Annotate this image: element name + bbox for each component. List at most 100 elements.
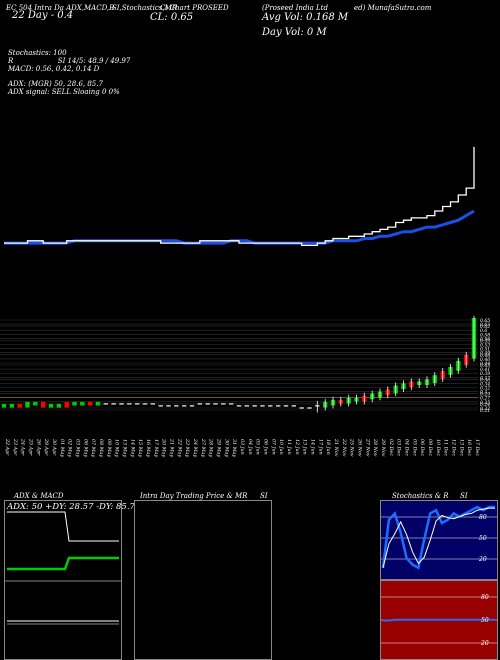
date-label: 09 May <box>106 439 112 457</box>
date-label: 28 Nov <box>372 438 378 457</box>
price-axis-label: 0.25 <box>480 400 490 406</box>
date-label: 27 Nov <box>364 438 370 457</box>
date-label: 23 May <box>184 438 190 457</box>
date-label: 22 Nov <box>341 438 347 457</box>
header-right-tail: ed) MunafaSutra.com <box>354 4 432 12</box>
candle <box>166 405 171 407</box>
date-label: 04 Dec <box>404 439 410 456</box>
date-label: 26 Apr <box>35 438 41 456</box>
date-label: 25 Apr <box>28 438 34 456</box>
date-label: 28 May <box>208 438 214 457</box>
candle <box>236 405 242 407</box>
candle <box>80 401 85 406</box>
price-axis-label: 0.37 <box>480 375 490 381</box>
candle <box>291 405 296 407</box>
price-axis-label: 0.65 <box>480 318 490 324</box>
candle <box>95 401 101 406</box>
date-label: 17 Jun <box>317 439 323 455</box>
candle <box>213 403 218 405</box>
price-axis-label: 0.49 <box>480 351 490 357</box>
date-label: 11 Dec <box>443 439 449 456</box>
date-label: 03 May <box>75 439 81 457</box>
price-ma-chart <box>4 146 475 247</box>
candle <box>150 403 155 405</box>
price-axis-label: 0.29 <box>480 392 490 398</box>
date-label: 20 May <box>161 438 167 457</box>
candle <box>276 405 281 407</box>
price-axis-label: 0.48 <box>480 353 490 359</box>
candle <box>135 403 140 405</box>
date-label: 13 May <box>122 439 128 457</box>
rsi-readout: R SI 14/5: 48.9 / 49.97 <box>8 57 131 65</box>
candle <box>174 405 179 407</box>
date-label: 02 Dec <box>388 439 394 456</box>
header-date-line: 22 Day - 0.4 <box>12 10 74 21</box>
stoch-panel-si: SI <box>460 492 468 500</box>
date-label: 07 May <box>90 439 96 457</box>
date-label: 25 Nov <box>349 438 355 457</box>
date-label: 24 Apr <box>20 438 26 456</box>
header-avg-vol: Avg Vol: 0.168 M <box>262 12 349 23</box>
candle-chart: 0.650.630.620.60.580.560.550.530.510.490… <box>0 316 490 414</box>
stochastics-readout: Stochastics: 100 <box>8 49 67 57</box>
date-label: 16 Dec <box>466 439 472 456</box>
date-label: 06 May <box>82 439 88 457</box>
date-label: 29 May <box>216 438 222 457</box>
price-axis-label: 0.39 <box>480 371 490 377</box>
header-left-mid: SI,Stochastics,MR <box>112 4 178 12</box>
date-label: 24 May <box>192 438 198 457</box>
price-axis-label: 0.24 <box>480 402 490 408</box>
date-label: 01 May <box>59 439 65 457</box>
stoch-d-line <box>382 507 495 568</box>
stochastics-panel: 80 50 20 <box>380 500 498 580</box>
price-axis-label: 0.62 <box>480 324 490 330</box>
price-axis-label: 0.63 <box>480 322 490 328</box>
grid-lines <box>0 319 478 411</box>
date-label: 03 Jun <box>239 439 245 455</box>
candle <box>1 403 7 408</box>
candle <box>142 403 148 405</box>
candles <box>1 316 477 413</box>
candle <box>25 401 30 408</box>
price-axis-label: 0.51 <box>480 347 490 353</box>
date-label: 27 May <box>200 438 206 457</box>
price-axis-label: 0.41 <box>480 367 490 373</box>
adx-green-line <box>7 556 119 571</box>
candle <box>283 405 289 407</box>
date-label: 06 Jun <box>263 439 269 455</box>
date-label: 16 May <box>145 439 151 457</box>
price-axis-label: 0.3 <box>480 390 487 396</box>
date-label: 08 May <box>98 439 104 457</box>
date-label: 30 May <box>223 439 229 457</box>
price-axis-label: 0.36 <box>480 377 490 383</box>
candle <box>197 403 202 405</box>
adx-panel-title: ADX & MACD <box>14 492 64 500</box>
date-label: 14 Jun <box>310 439 316 455</box>
date-label: 29 Apr <box>43 438 49 456</box>
rsi-label-50: 50 <box>481 617 489 624</box>
price-axis-label: 0.27 <box>480 396 490 402</box>
price-line <box>4 146 475 247</box>
adx-readout: ADX: (MGR) 50, 28.6, 85.7 <box>8 80 103 88</box>
price-axis: 0.650.630.620.60.580.560.550.530.510.490… <box>480 318 490 414</box>
rsi-line <box>383 618 495 622</box>
date-label: 15 May <box>137 439 143 457</box>
price-axis-label: 0.55 <box>480 339 490 345</box>
candle <box>48 403 54 408</box>
candle <box>299 407 304 409</box>
stoch-panel-title: Stochastics & R <box>392 492 449 500</box>
date-label: 06 Dec <box>419 439 425 456</box>
candle <box>41 401 46 408</box>
candle <box>244 405 249 407</box>
candle <box>33 401 38 406</box>
header-right-top: (Proseed India Ltd <box>262 4 328 12</box>
price-axis-label: 0.43 <box>480 363 490 369</box>
rsi-label-20: 20 <box>480 640 489 647</box>
candle <box>205 403 210 405</box>
date-label: 21 Nov <box>333 438 339 457</box>
price-axis-label: 0.44 <box>480 361 490 367</box>
date-label: 22 May <box>176 438 182 457</box>
stoch-label-80: 80 <box>479 514 487 521</box>
candle <box>268 405 273 407</box>
candle <box>229 403 234 405</box>
